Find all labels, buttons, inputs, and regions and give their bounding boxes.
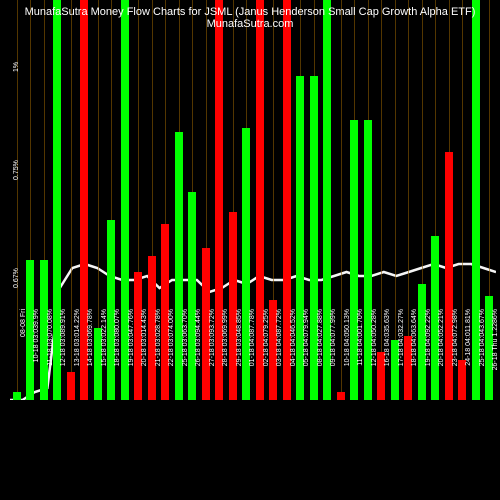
x-tick-label: 05-18 04:079.94% [303, 309, 310, 404]
x-tick-label: 26-18 03:094.44% [195, 309, 202, 404]
title-site: MunafaSutra [25, 6, 88, 18]
x-tick-label: 10-18 04:050.13% [344, 309, 351, 404]
x-tick-label: 25-18 04:043.67% [479, 309, 486, 404]
gridline [341, 0, 342, 400]
x-tick-label: 22-18 03:074.00% [168, 309, 175, 404]
x-tick-label: 14-18 03:069.78% [87, 309, 94, 404]
x-tick-label: 11-18 03:070.08% [47, 309, 54, 404]
x-tick-label: 19-18 03:047.76% [128, 309, 135, 404]
x-tick-label: 29-18 03:048.85% [236, 309, 243, 404]
x-tick-label: 13-18 03:014.22% [74, 309, 81, 404]
money-flow-chart: MunafaSutra Money Flow Charts for JSML (… [0, 0, 500, 500]
x-tick-label: 27-18 03:093.72% [209, 309, 216, 404]
x-tick-label: 02-18 04:079.25% [263, 309, 270, 404]
x-tick-label: 21-18 03:028.78% [155, 309, 162, 404]
gridline [462, 0, 463, 400]
x-tick-label: 16-18 04:035.63% [384, 309, 391, 404]
x-tick-label: 04-18 04:046.52% [290, 309, 297, 404]
title-instrument: (Janus Henderson Small Cap Growth Alpha … [235, 6, 475, 18]
x-tick-label: 26-18 Thu 1.2286% [492, 309, 499, 404]
gridline [71, 0, 72, 400]
x-tick-label: 17-18 04:032.27% [398, 309, 405, 404]
x-tick-label: 11-18 04:001.70% [357, 309, 364, 404]
x-tick-label: 23-18 04:072.98% [452, 309, 459, 404]
y-tick-label: 0.67% [13, 268, 20, 288]
x-tick-label: 19-18 04:092.22% [425, 309, 432, 404]
chart-title: MunafaSutra Money Flow Charts for JSML (… [0, 6, 500, 30]
y-tick-label: 1% [13, 62, 20, 72]
x-axis-labels: 08-08 Fri10-18 03:039.9%11-18 03:070.08%… [10, 400, 496, 500]
x-tick-label: 15-18 03:022.14% [101, 309, 108, 404]
title-type: Money Flow [91, 6, 150, 18]
x-tick-label: 20-18 04:052.21% [438, 309, 445, 404]
x-tick-label: 20-18 03:014.43% [141, 309, 148, 404]
x-tick-label: 08-08 Fri [20, 309, 27, 404]
x-tick-label: 10-18 03:039.9% [33, 309, 40, 404]
x-tick-label: 12-18 04:050.28% [371, 309, 378, 404]
x-tick-label: 25-18 03:063.70% [182, 309, 189, 404]
x-tick-label: 03-18 04:087.72% [276, 309, 283, 404]
x-tick-label: 01-18 04:087.78% [249, 309, 256, 404]
x-tick-label: 18-18 04:063.64% [411, 309, 418, 404]
x-tick-label: 28-18 03:069.99% [222, 309, 229, 404]
x-tick-label: 09-18 04:077.99% [330, 309, 337, 404]
y-tick-label: 0.75% [13, 160, 20, 180]
title-desc: Charts for JSML [153, 6, 232, 18]
x-tick-label: 24-18 04:011.81% [465, 309, 472, 404]
x-tick-label: 18-18 03:080.07% [114, 309, 121, 404]
x-tick-label: 08-18 04:027.88% [317, 309, 324, 404]
gridline [17, 0, 18, 400]
x-tick-label: 12-18 03:089.91% [60, 309, 67, 404]
title-domain: MunafaSutra.com [207, 18, 294, 30]
gridline [381, 0, 382, 400]
